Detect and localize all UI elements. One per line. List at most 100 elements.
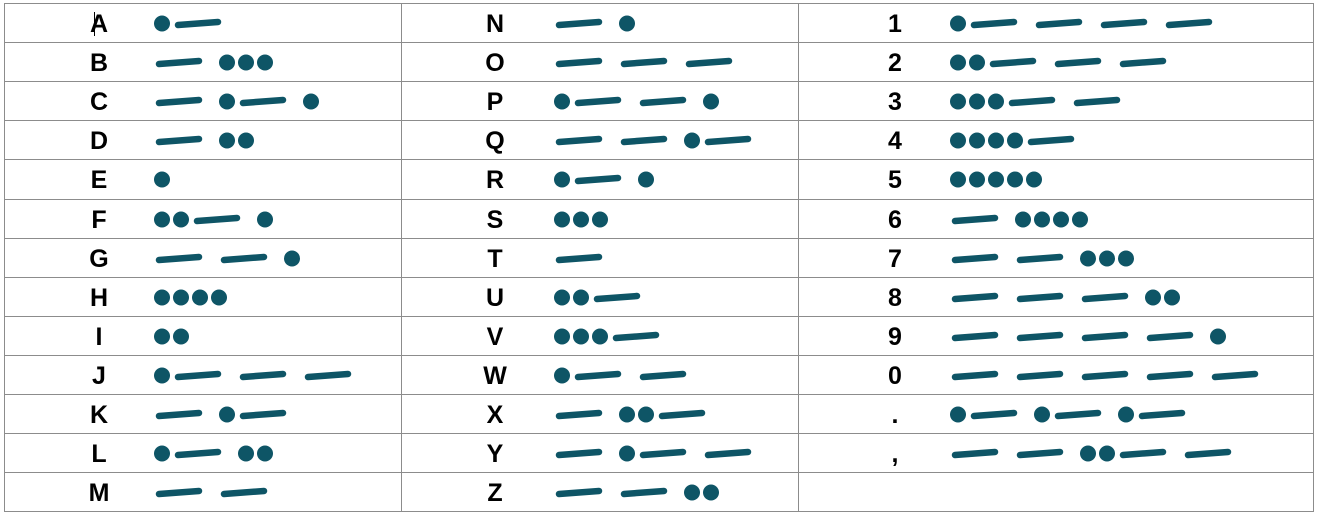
morse-character: K	[89, 401, 109, 429]
morse-dot	[988, 93, 1004, 110]
grid-row-line	[4, 120, 1314, 121]
morse-dot	[554, 328, 570, 345]
morse-code-symbols	[154, 434, 474, 473]
morse-dot	[1099, 250, 1115, 267]
morse-character: 2	[888, 49, 902, 77]
morse-character: M	[88, 479, 110, 507]
morse-code-svg	[950, 15, 1213, 32]
morse-dot	[592, 328, 608, 345]
morse-dot	[284, 250, 300, 267]
morse-dash	[989, 57, 1037, 68]
morse-code-symbols	[554, 239, 874, 278]
morse-code-svg	[555, 253, 603, 264]
grid-row-line	[4, 159, 1314, 160]
morse-code-svg	[950, 171, 1042, 188]
morse-code-svg	[555, 15, 635, 32]
morse-code-svg	[154, 367, 352, 384]
morse-dash	[1165, 18, 1213, 29]
morse-dot	[573, 289, 589, 306]
morse-code-svg	[554, 328, 660, 345]
morse-code-svg	[154, 15, 222, 32]
morse-code-symbols	[950, 317, 1270, 356]
morse-character: 7	[888, 245, 902, 273]
morse-dash	[704, 448, 752, 459]
morse-dash	[155, 135, 203, 146]
morse-dot	[684, 132, 700, 149]
morse-dot	[950, 15, 966, 32]
morse-dot	[154, 171, 170, 188]
morse-dash	[639, 448, 687, 459]
morse-code-svg	[155, 93, 319, 110]
morse-character: V	[486, 323, 504, 351]
morse-code-symbols	[950, 239, 1270, 278]
morse-dot	[703, 93, 719, 110]
grid-row-line	[4, 81, 1314, 82]
morse-code-symbols	[554, 200, 874, 239]
morse-code-svg	[951, 211, 1088, 228]
morse-code-svg	[554, 93, 719, 110]
morse-code-symbols	[154, 200, 474, 239]
morse-dash	[174, 448, 222, 459]
morse-code-symbols	[950, 121, 1270, 160]
morse-code-symbols	[554, 434, 874, 473]
morse-dot	[969, 54, 985, 71]
morse-dot	[238, 54, 254, 71]
morse-dot	[1210, 328, 1226, 345]
grid-column-line	[401, 3, 402, 512]
morse-dash	[951, 214, 999, 225]
morse-dot	[173, 211, 189, 228]
morse-dot	[950, 132, 966, 149]
morse-code-svg	[155, 487, 268, 498]
morse-code-symbols	[154, 356, 474, 395]
morse-character: 4	[888, 127, 902, 155]
morse-dash	[239, 370, 287, 381]
morse-dash	[155, 57, 203, 68]
morse-character: U	[485, 284, 505, 312]
morse-dot	[219, 406, 235, 423]
morse-dot	[554, 289, 570, 306]
morse-character: ,	[891, 440, 899, 468]
morse-dot	[257, 211, 273, 228]
morse-dot	[1007, 171, 1023, 188]
morse-dot	[988, 171, 1004, 188]
grid-row-line	[4, 511, 1314, 512]
morse-character: Z	[487, 479, 503, 507]
morse-code-symbols	[554, 278, 874, 317]
morse-code-symbols	[554, 473, 874, 512]
morse-character: A	[89, 10, 109, 38]
morse-character: 3	[888, 88, 902, 116]
morse-code-svg	[554, 289, 641, 306]
morse-dot	[154, 445, 170, 462]
morse-character: T	[487, 245, 503, 273]
morse-dash	[574, 370, 622, 381]
morse-character: J	[92, 362, 106, 390]
morse-dot	[173, 289, 189, 306]
morse-dot	[1118, 250, 1134, 267]
morse-dot	[703, 484, 719, 501]
morse-code-symbols	[554, 4, 874, 43]
morse-dash	[555, 57, 603, 68]
morse-dash	[1054, 409, 1102, 420]
grid-row-line	[4, 472, 1314, 473]
morse-dot	[619, 445, 635, 462]
morse-dot	[638, 406, 654, 423]
morse-dash	[1027, 135, 1075, 146]
morse-dash	[1008, 96, 1056, 107]
morse-dot	[1145, 289, 1161, 306]
morse-character: X	[486, 401, 504, 429]
morse-code-svg	[950, 54, 1167, 71]
morse-dash	[1081, 370, 1129, 381]
morse-dot	[1080, 445, 1096, 462]
grid-row-line	[4, 355, 1314, 356]
morse-dash	[639, 370, 687, 381]
grid-row-line	[4, 3, 1314, 4]
morse-code-svg	[951, 250, 1134, 267]
morse-code-symbols	[950, 4, 1270, 43]
morse-dash	[574, 174, 622, 185]
morse-dot	[554, 171, 570, 188]
morse-code-svg	[554, 211, 608, 228]
morse-code-svg	[555, 484, 719, 501]
morse-dot	[573, 328, 589, 345]
morse-dot	[238, 445, 254, 462]
